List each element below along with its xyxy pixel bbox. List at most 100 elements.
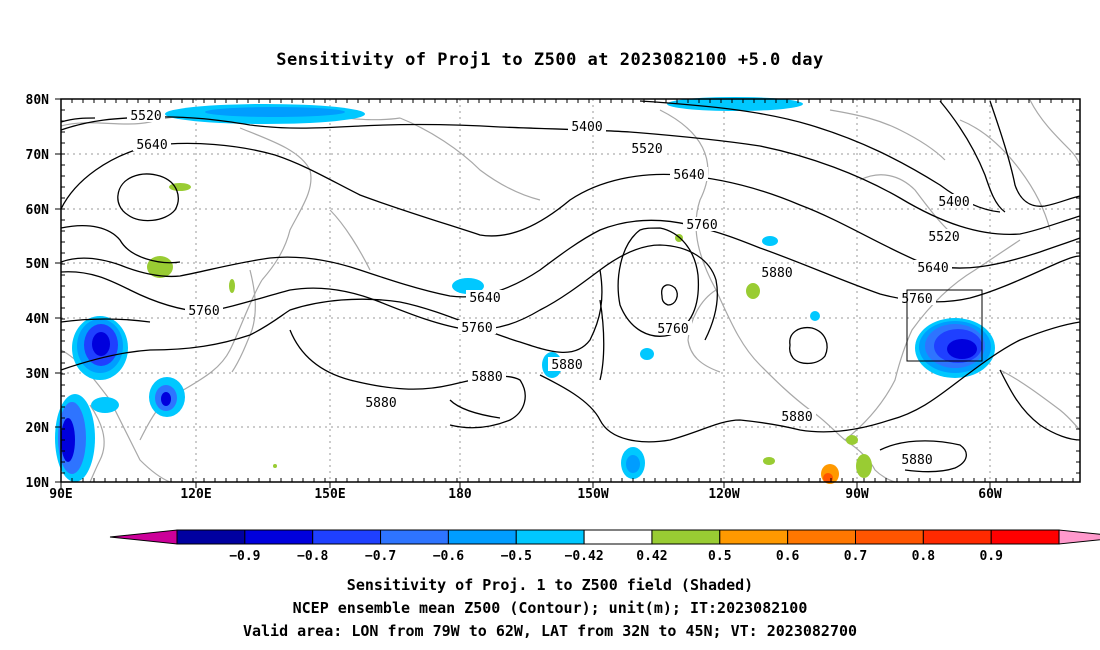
colorbar-segment: [922, 529, 992, 545]
lat-label-50N: 50N: [26, 257, 50, 272]
svg-text:5640: 5640: [469, 291, 500, 306]
negative-anomaly-blob: [762, 236, 778, 246]
contour-label: 5520: [127, 108, 165, 124]
longitude-labels: 90E 120E 150E 180 150W 120W 90W 60W: [49, 487, 1002, 502]
positive-anomaly-blob: [746, 283, 760, 299]
colorbar-segment: [583, 529, 653, 545]
colorbar-segment: [787, 529, 857, 545]
colorbar-label: −0.8: [297, 549, 328, 564]
svg-text:5520: 5520: [631, 142, 662, 157]
positive-anomaly-blob: [763, 457, 775, 465]
positive-anomaly-blob: [229, 279, 235, 293]
colorbar-under-arrow: [109, 529, 178, 545]
colorbar-segment: [447, 529, 517, 545]
colorbar-segment: [176, 529, 246, 545]
colorbar-label: −0.5: [501, 549, 532, 564]
negative-anomaly-blob: [810, 311, 820, 321]
caption-line-3: Valid area: LON from 79W to 62W, LAT fro…: [242, 622, 858, 640]
contour-label: 5760: [898, 291, 936, 307]
contour-label: 5880: [548, 357, 586, 373]
lon-label-180: 180: [448, 487, 472, 502]
colorbar-label: 0.6: [776, 549, 800, 564]
colorbar-segment: [380, 529, 449, 545]
valid-area-box: [906, 289, 983, 362]
contour-label: 5880: [468, 369, 506, 385]
svg-text:5520: 5520: [130, 109, 161, 124]
svg-text:5760: 5760: [657, 322, 688, 337]
lat-label-30N: 30N: [26, 367, 50, 382]
colorbar-segment: [651, 529, 721, 545]
contour-label: 5520: [628, 141, 666, 157]
chart-title: Sensitivity of Proj1 to Z500 at 20230821…: [276, 50, 824, 70]
svg-text:5520: 5520: [928, 230, 959, 245]
contour-label: 5880: [758, 265, 796, 281]
contour-label: 5760: [458, 320, 496, 336]
positive-anomaly-blob: [169, 183, 191, 191]
svg-text:5400: 5400: [938, 195, 969, 210]
contour-label: 5760: [683, 217, 721, 233]
colorbar: −0.9 −0.8 −0.7 −0.6 −0.5 −0.42 0.42 0.5 0.6 0.7 0.…: [109, 529, 1100, 564]
negative-anomaly-blob: [161, 392, 171, 406]
lat-label-40N: 40N: [26, 312, 50, 327]
negative-anomaly-blob: [91, 397, 119, 413]
contour-label: 5880: [898, 452, 936, 468]
svg-text:5640: 5640: [136, 138, 167, 153]
lat-label-60N: 60N: [26, 203, 50, 218]
contour-labels: 5520 5640 5400 5520 5640 5760 5880 5400 5520 5640…: [127, 108, 973, 468]
contour-label: 5880: [362, 395, 400, 411]
caption-block: Sensitivity of Proj. 1 to Z500 field (Sh…: [0, 574, 1100, 643]
lon-label-120E: 120E: [180, 487, 211, 502]
caption-line-2: NCEP ensemble mean Z500 (Contour); unit(…: [292, 599, 808, 617]
contour-label: 5640: [670, 167, 708, 183]
colorbar-segment: [244, 529, 314, 545]
colorbar-label: −0.7: [365, 549, 396, 564]
contour-label: 5400: [935, 194, 973, 210]
colorbar-label: −0.9: [229, 549, 260, 564]
positive-anomaly-blob: [846, 435, 858, 445]
coastlines: [60, 99, 1081, 483]
svg-text:5880: 5880: [365, 396, 396, 411]
lon-label-60W: 60W: [978, 487, 1002, 502]
svg-text:5880: 5880: [471, 370, 502, 385]
colorbar-label: 0.42: [636, 549, 667, 564]
contour-label: 5640: [133, 137, 171, 153]
contour-label: 5880: [778, 409, 816, 425]
colorbar-segment: [990, 529, 1060, 545]
svg-text:5880: 5880: [551, 358, 582, 373]
colorbar-segment: [855, 529, 924, 545]
negative-anomaly-blob: [626, 455, 640, 473]
contour-label: 5520: [925, 229, 963, 245]
svg-text:5760: 5760: [461, 321, 492, 336]
colorbar-label: 0.8: [912, 549, 936, 564]
negative-anomaly-blob: [205, 107, 345, 117]
contour-label: 5760: [654, 321, 692, 337]
colorbar-segment: [312, 529, 382, 545]
lat-label-10N: 10N: [26, 476, 50, 491]
colorbar-label: 0.5: [708, 549, 731, 564]
svg-text:5880: 5880: [761, 266, 792, 281]
latitude-labels: 80N 70N 60N 50N 40N 30N 20N 10N: [26, 93, 50, 491]
negative-anomaly-blob: [667, 97, 803, 111]
contour-label: 5760: [185, 303, 223, 319]
colorbar-label: −0.42: [565, 549, 604, 564]
positive-anomaly-blob: [856, 454, 872, 478]
map-frame: [60, 98, 1081, 483]
negative-anomaly-blob: [947, 339, 977, 359]
negative-anomaly-blob: [92, 332, 110, 356]
negative-anomaly-blob: [640, 348, 654, 360]
lat-label-80N: 80N: [26, 93, 50, 108]
svg-text:5760: 5760: [686, 218, 717, 233]
axis-ticks: [55, 98, 1080, 488]
lat-label-20N: 20N: [26, 421, 50, 436]
svg-text:5760: 5760: [901, 292, 932, 307]
grid-lines: [61, 99, 1080, 482]
colorbar-label: −0.6: [433, 549, 464, 564]
colorbar-segment: [515, 529, 585, 545]
lon-label-150W: 150W: [577, 487, 608, 502]
svg-text:5400: 5400: [571, 120, 602, 135]
colorbar-segment: [719, 529, 789, 545]
svg-text:5880: 5880: [901, 453, 932, 468]
lon-label-90W: 90W: [845, 487, 869, 502]
lat-label-70N: 70N: [26, 148, 50, 163]
lon-label-120W: 120W: [708, 487, 739, 502]
